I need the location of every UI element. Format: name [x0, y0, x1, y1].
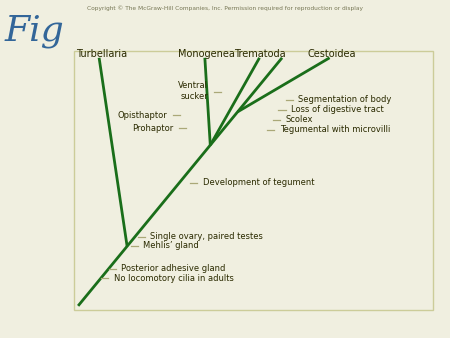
- Text: Segmentation of body: Segmentation of body: [298, 95, 392, 104]
- Text: Ventral
sucker: Ventral sucker: [178, 81, 208, 101]
- Text: Single ovary, paired testes: Single ovary, paired testes: [150, 232, 263, 241]
- Text: Prohaptor: Prohaptor: [132, 124, 174, 133]
- Text: Loss of digestive tract: Loss of digestive tract: [291, 105, 384, 114]
- Text: Opisthaptor: Opisthaptor: [117, 111, 167, 120]
- Text: Cestoidea: Cestoidea: [307, 49, 356, 59]
- Text: Trematoda: Trematoda: [234, 49, 286, 59]
- Text: Development of tegument: Development of tegument: [203, 178, 315, 187]
- Text: Turbellaria: Turbellaria: [76, 49, 127, 59]
- Text: Posterior adhesive gland: Posterior adhesive gland: [122, 265, 225, 273]
- Text: Tegumental with microvilli: Tegumental with microvilli: [280, 125, 390, 135]
- Text: Copyright © The McGraw-Hill Companies, Inc. Permission required for reproduction: Copyright © The McGraw-Hill Companies, I…: [87, 5, 363, 11]
- Text: No locomotory cilia in adults: No locomotory cilia in adults: [114, 274, 234, 283]
- Text: Mehlis’ gland: Mehlis’ gland: [144, 241, 199, 250]
- Text: Monogenea: Monogenea: [178, 49, 235, 59]
- Text: Fig: Fig: [4, 14, 64, 48]
- Text: Scolex: Scolex: [286, 115, 313, 124]
